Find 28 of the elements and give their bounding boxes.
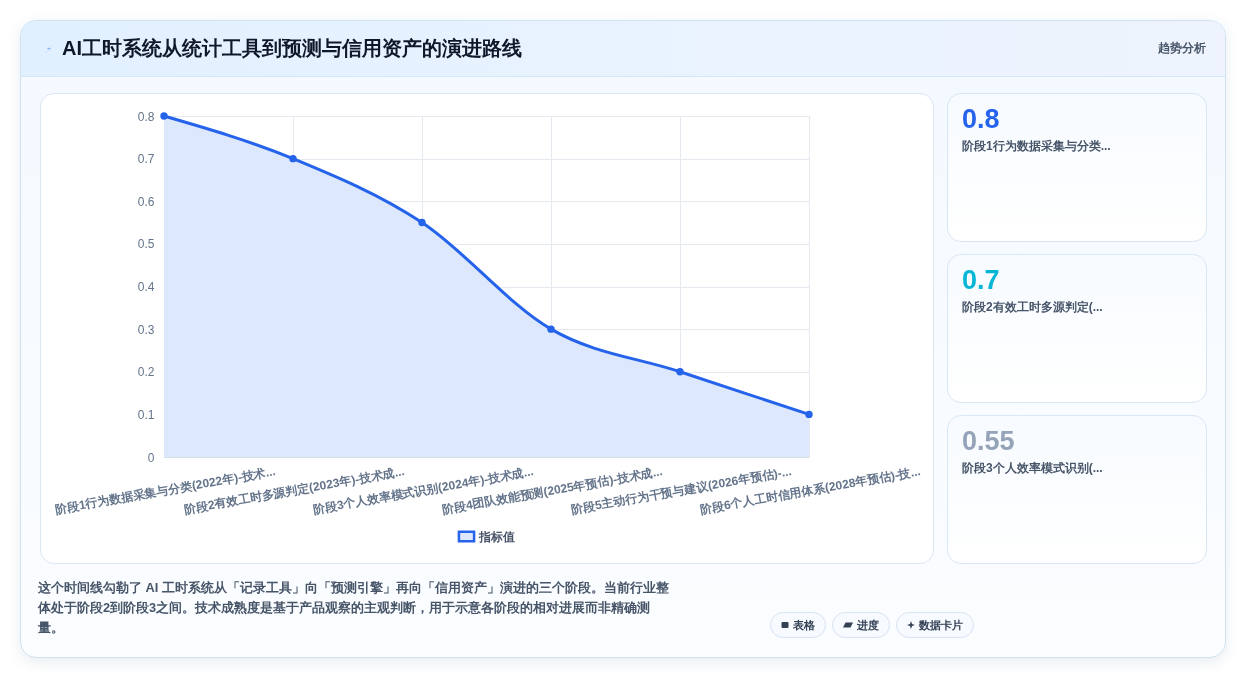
text: 这个时间线勾勒了 AI 工时系统从「记录工具」向「预测引擎」再向「信用资产」演进的三个阶段。当前行业整体处于阶段2到阶段3之间。技术成熟度是基于产品观察的主观判断，用于示意各阶段的相对进展而非精确测量。 <box>38 579 670 637</box>
y-tick-label: 0.6 <box>137 194 155 209</box>
point <box>547 325 555 333</box>
legend-label: 指标值 <box>478 529 515 544</box>
text: 趋势分析 <box>1158 40 1206 57</box>
y-tick-label: 0 <box>147 450 155 465</box>
point <box>676 368 684 376</box>
y-tick-label: 0.2 <box>137 365 155 380</box>
text: 数据卡片 <box>919 617 963 633</box>
y-tick-label: 0.1 <box>137 407 155 422</box>
y-tick-label: 0.5 <box>137 237 155 252</box>
text: 表格 <box>793 617 815 633</box>
y-tick-label: 0.8 <box>137 109 155 124</box>
chart-title: AI工时系统从统计工具到预测与信用资产的演进路线 <box>62 36 522 61</box>
text: 0.8 <box>962 104 1000 135</box>
point <box>160 112 168 120</box>
point <box>289 154 297 163</box>
y-tick-label: 0.3 <box>137 322 155 337</box>
y-tick-label: 0.4 <box>137 280 155 294</box>
text: 阶段3个人效率模式识别(... <box>962 460 1103 477</box>
text: 阶段1行为数据采集与分类... <box>962 138 1111 155</box>
point <box>805 410 813 419</box>
text: 阶段2有效工时多源判定(... <box>962 299 1103 316</box>
text: 0.7 <box>962 265 1000 296</box>
point <box>418 218 426 227</box>
y-tick-label: 0.7 <box>137 152 155 167</box>
text: 进度 <box>857 617 879 633</box>
text: 0.55 <box>962 426 1015 457</box>
